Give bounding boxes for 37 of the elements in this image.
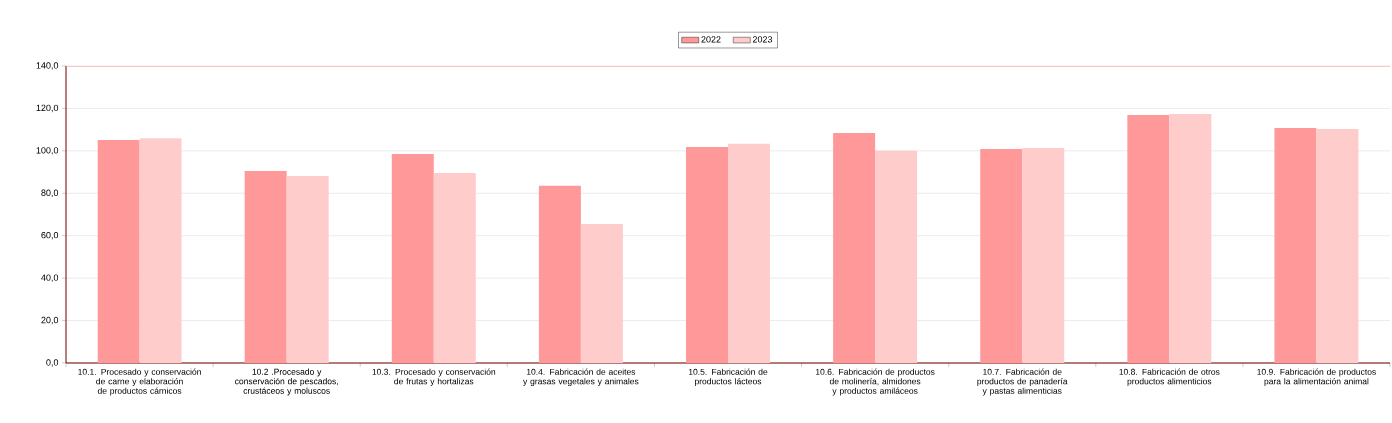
x-tick-label: 10.1. Procesado y conservación de carne y elaboración de productos cárnicos [78, 368, 201, 396]
legend-label: 2023 [752, 36, 773, 43]
bar [139, 138, 182, 363]
bar [433, 172, 476, 363]
legend-label: 2022 [701, 36, 721, 43]
bar [875, 150, 918, 363]
bar [1316, 129, 1359, 363]
y-tick-label: 20,0 [41, 316, 59, 325]
y-tick-label: 140,0 [36, 62, 59, 70]
bar [391, 154, 434, 363]
bar [833, 133, 876, 363]
x-tick-label: 10.9. Fabricación de productos para la alimentación animal [1257, 368, 1376, 387]
y-tick-label: 60,0 [41, 231, 59, 240]
x-tick-label: 10.2 .Procesado y conservación de pescados, crustáceos y moluscos [235, 368, 338, 396]
x-tick-label: 10.7. Fabricación de productos de panadería y pastas alimenticias [977, 368, 1068, 396]
bar [97, 140, 140, 363]
y-tick-label: 0,0 [46, 359, 59, 367]
bar [1274, 127, 1317, 363]
y-tick-label: 120,0 [36, 104, 59, 113]
x-tick-label: 10.3. Procesado y conservación de frutas y hortalizas [372, 368, 496, 387]
bar [1022, 147, 1065, 363]
bar [244, 171, 287, 363]
bar [580, 224, 623, 363]
bar [980, 148, 1023, 363]
x-tick-label: 10.5. Fabricación de productos lácteos [688, 368, 768, 387]
x-tick-label: 10.4. Fabricación de aceites y grasas vegetales y animales [523, 368, 639, 387]
x-tick-label: 10.6. Fabricación de productos de molinería, almidones y productos amiláceos [815, 368, 935, 396]
y-tick-label: 80,0 [41, 189, 59, 197]
bar [686, 147, 728, 363]
bar [538, 185, 581, 363]
y-tick-label: 100,0 [36, 147, 59, 155]
bar [728, 143, 771, 363]
bar [1127, 115, 1170, 363]
y-tick-label: 40,0 [41, 274, 59, 282]
bar [286, 175, 329, 363]
bar [1169, 113, 1212, 363]
x-tick-label: 10.8. Fabricación de otros productos alimenticios [1119, 368, 1220, 387]
